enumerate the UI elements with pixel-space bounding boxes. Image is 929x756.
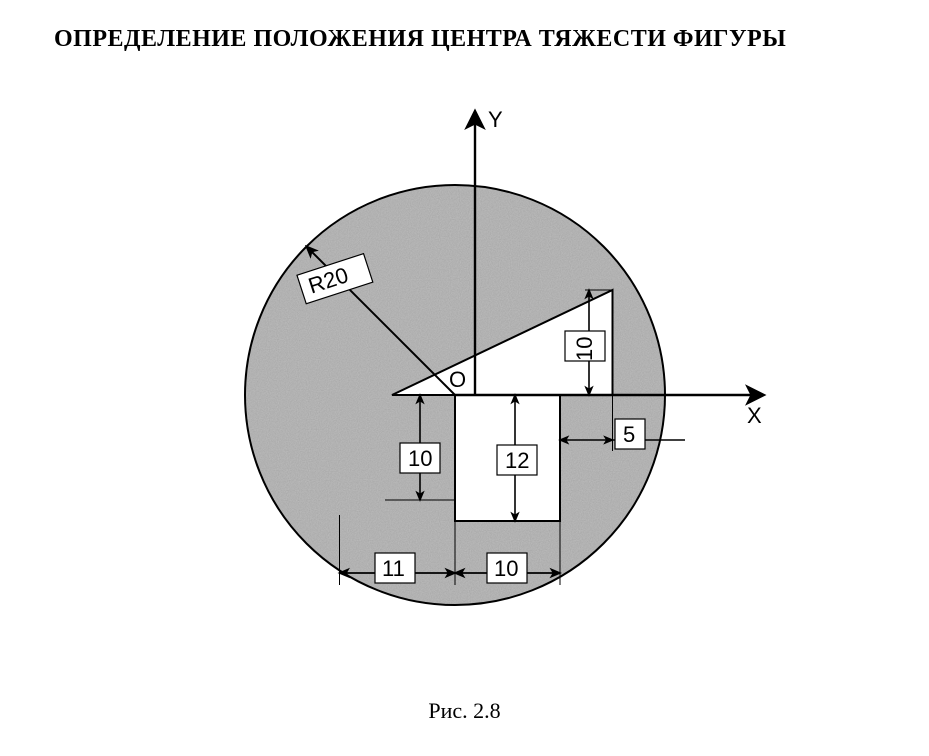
page-title: ОПРЕДЕЛЕНИЕ ПОЛОЖЕНИЯ ЦЕНТРА ТЯЖЕСТИ ФИГ… — [54, 26, 786, 53]
dim-label-5: 5 — [623, 422, 635, 447]
dim-label-11: 11 — [382, 556, 405, 581]
axis-y-label: Y — [488, 107, 503, 132]
dim-label-tri-10: 10 — [572, 337, 597, 361]
figure-diagram: Y X O R20 10 — [170, 90, 770, 690]
figure-caption: Рис. 2.8 — [0, 698, 929, 724]
dim-label-12: 12 — [505, 448, 529, 473]
dim-label-bot-10: 10 — [494, 556, 518, 581]
dim-label-left-10: 10 — [408, 446, 432, 471]
axis-origin-label: O — [449, 367, 466, 392]
axis-x-label: X — [747, 403, 762, 428]
